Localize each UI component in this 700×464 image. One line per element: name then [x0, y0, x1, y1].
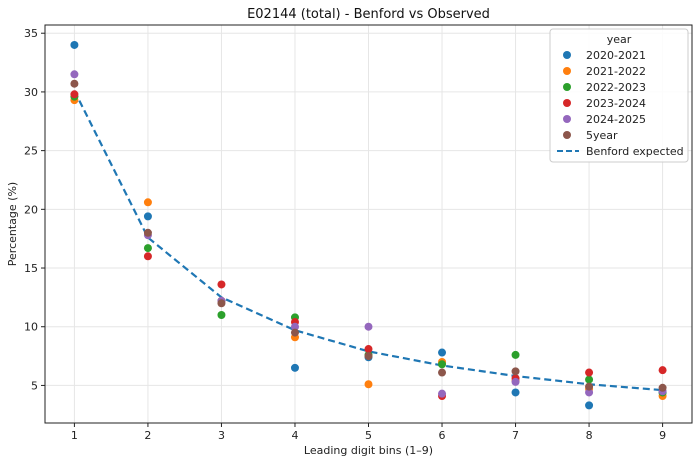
data-point-2023-2024: [658, 366, 667, 375]
legend-marker: [563, 131, 571, 139]
data-point-2024-2025: [290, 322, 299, 331]
x-axis-label: Leading digit bins (1–9): [304, 444, 433, 457]
legend-items: 2020-2021 2021-2022 2022-2023 2023-2024 2024…: [557, 49, 684, 158]
x-tick-label: 4: [291, 429, 298, 442]
data-point-2023-2024: [364, 345, 373, 354]
data-point-5year: [217, 299, 226, 308]
legend-box: [549, 28, 689, 163]
x-tick-label: 5: [365, 429, 372, 442]
data-point-2022-2023: [585, 375, 594, 384]
data-point-5year: [70, 79, 79, 88]
y-axis-ticks: 5 10 15 20 25 30 35: [24, 27, 45, 392]
x-tick-label: 7: [512, 429, 519, 442]
x-tick-label: 9: [659, 429, 666, 442]
data-point-5year: [511, 367, 520, 376]
data-points: [70, 40, 667, 410]
y-tick-label: 25: [24, 145, 38, 158]
x-tick-label: 6: [439, 429, 446, 442]
chart-title: E02144 (total) - Benford vs Observed: [247, 7, 490, 22]
legend-entry-label: Benford expected: [586, 145, 684, 158]
data-point-2024-2025: [438, 389, 447, 398]
data-point-2024-2025: [364, 322, 373, 331]
y-tick-label: 5: [31, 379, 38, 392]
legend-entry-label: 2023-2024: [586, 97, 646, 110]
legend-marker: [563, 67, 571, 75]
data-point-2020-2021: [585, 401, 594, 410]
x-tick-label: 8: [586, 429, 593, 442]
data-point-2022-2023: [217, 310, 226, 319]
x-tick-label: 2: [144, 429, 151, 442]
legend: year 2020-2021 2021-2022 2022-2023 2023-202…: [549, 28, 689, 163]
y-axis-label: Percentage (%): [6, 182, 19, 266]
legend-title: year: [607, 33, 632, 46]
data-point-2024-2025: [585, 388, 594, 397]
data-point-2022-2023: [143, 244, 152, 253]
data-point-5year: [438, 368, 447, 377]
legend-marker: [563, 51, 571, 59]
legend-entry-label: 2020-2021: [586, 49, 646, 62]
x-axis-ticks: 1 2 3 4 5 6 7 8 9: [71, 423, 666, 442]
y-tick-label: 35: [24, 27, 38, 40]
x-tick-label: 1: [71, 429, 78, 442]
legend-marker: [563, 83, 571, 91]
data-point-2020-2021: [143, 212, 152, 221]
data-point-2023-2024: [143, 252, 152, 261]
data-point-5year: [585, 382, 594, 391]
data-point-5year: [364, 352, 373, 361]
data-point-2020-2021: [290, 363, 299, 372]
data-point-5year: [290, 328, 299, 337]
data-point-5year: [658, 383, 667, 392]
data-point-2024-2025: [70, 70, 79, 79]
legend-entry-label: 2024-2025: [586, 113, 646, 126]
legend-marker: [563, 115, 571, 123]
data-point-2020-2021: [438, 348, 447, 357]
data-point-2023-2024: [585, 368, 594, 377]
data-point-2022-2023: [511, 350, 520, 359]
data-point-2021-2022: [143, 198, 152, 207]
data-point-2022-2023: [438, 360, 447, 369]
y-tick-label: 20: [24, 203, 38, 216]
legend-marker: [563, 99, 571, 107]
data-point-2020-2021: [511, 388, 520, 397]
data-point-2023-2024: [217, 280, 226, 289]
data-point-2020-2021: [70, 40, 79, 49]
y-tick-label: 15: [24, 262, 38, 275]
data-point-2021-2022: [364, 380, 373, 389]
data-point-5year: [143, 228, 152, 237]
y-tick-label: 10: [24, 321, 38, 334]
x-tick-label: 3: [218, 429, 225, 442]
legend-entry-label: 5year: [586, 129, 618, 142]
legend-entry-label: 2021-2022: [586, 65, 646, 78]
legend-entry-label: 2022-2023: [586, 81, 646, 94]
data-point-2024-2025: [511, 377, 520, 386]
y-tick-label: 30: [24, 86, 38, 99]
data-point-2023-2024: [70, 90, 79, 99]
